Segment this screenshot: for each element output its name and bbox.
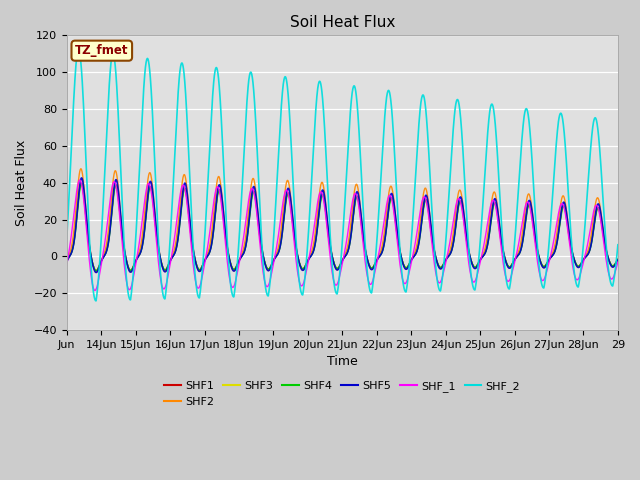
Text: TZ_fmet: TZ_fmet: [75, 44, 129, 57]
Title: Soil Heat Flux: Soil Heat Flux: [290, 15, 395, 30]
Y-axis label: Soil Heat Flux: Soil Heat Flux: [15, 140, 28, 226]
X-axis label: Time: Time: [327, 355, 358, 368]
Legend: SHF1, SHF2, SHF3, SHF4, SHF5, SHF_1, SHF_2: SHF1, SHF2, SHF3, SHF4, SHF5, SHF_1, SHF…: [160, 377, 525, 411]
